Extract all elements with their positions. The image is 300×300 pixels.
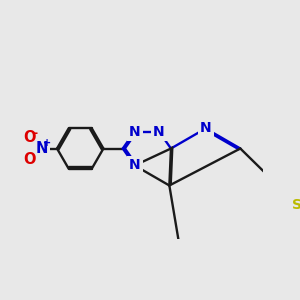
Text: N: N bbox=[35, 141, 48, 156]
Text: N: N bbox=[129, 124, 140, 139]
Text: N: N bbox=[129, 158, 140, 172]
Text: +: + bbox=[43, 139, 51, 148]
Text: O: O bbox=[23, 152, 35, 167]
Text: N: N bbox=[153, 124, 165, 139]
Text: O: O bbox=[23, 130, 35, 145]
Text: -: - bbox=[32, 127, 38, 140]
Text: S: S bbox=[292, 198, 300, 212]
Text: N: N bbox=[200, 122, 212, 136]
